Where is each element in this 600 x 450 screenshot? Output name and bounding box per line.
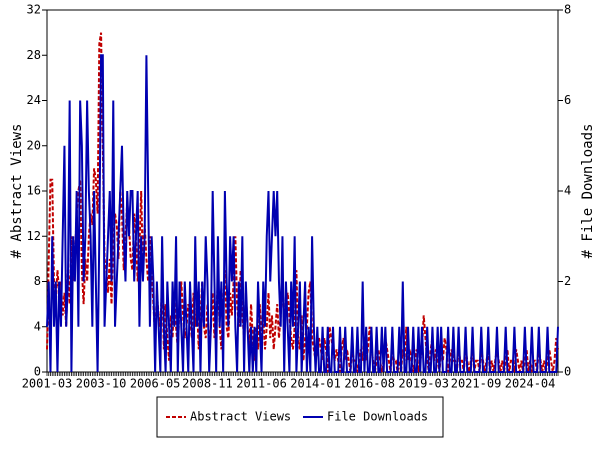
y2-tick-label: 6 <box>564 93 571 107</box>
y-tick-label: 20 <box>27 138 41 152</box>
y2-axis-title: # File Downloads <box>580 124 596 259</box>
x-tick-label: 2024-04 <box>505 377 556 391</box>
x-tick-label: 2011-06 <box>236 377 287 391</box>
y-tick-label: 32 <box>27 3 41 17</box>
y-tick-label: 16 <box>27 184 41 198</box>
x-tick-label: 2008-11 <box>182 377 233 391</box>
x-tick-label: 2016-08 <box>344 377 395 391</box>
y2-tick-label: 0 <box>564 365 571 379</box>
series-line <box>46 54 559 373</box>
y2-tick-label: 8 <box>564 3 571 17</box>
legend-box <box>156 396 444 438</box>
y2-tick-label: 4 <box>564 184 571 198</box>
x-tick-label: 2003-10 <box>76 377 127 391</box>
y-axis-title: # Abstract Views <box>9 124 25 259</box>
y-tick-label: 4 <box>34 319 41 333</box>
y-tick-label: 8 <box>34 274 41 288</box>
x-tick-label: 2001-03 <box>22 377 73 391</box>
y-tick-label: 28 <box>27 48 41 62</box>
x-tick-label: 2006-05 <box>130 377 181 391</box>
legend-label: File Downloads <box>327 410 428 424</box>
x-tick-label: 2021-09 <box>451 377 502 391</box>
y2-tick-label: 2 <box>564 274 571 288</box>
x-tick-label: 2014-01 <box>290 377 341 391</box>
y-tick-label: 12 <box>27 229 41 243</box>
legend-label: Abstract Views <box>190 410 291 424</box>
x-tick-label: 2019-03 <box>398 377 449 391</box>
y-tick-label: 24 <box>27 93 41 107</box>
y-tick-label: 0 <box>34 365 41 379</box>
